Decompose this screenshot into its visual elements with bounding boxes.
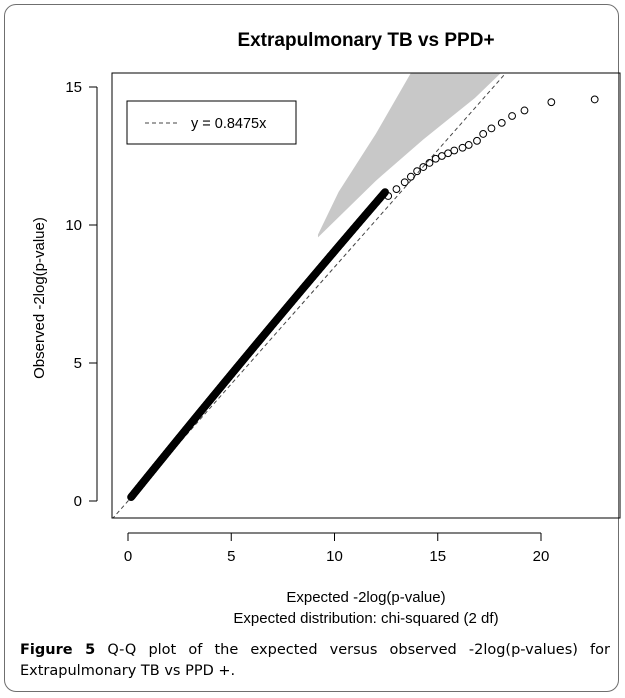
data-point bbox=[458, 143, 467, 152]
data-point bbox=[464, 141, 473, 149]
data-point bbox=[590, 95, 599, 104]
data-point bbox=[392, 185, 401, 194]
y-axis: 0 5 10 15 bbox=[65, 79, 98, 510]
confidence-band bbox=[317, 73, 501, 238]
data-point bbox=[450, 146, 459, 155]
x-tick-label: 5 bbox=[227, 548, 235, 565]
confidence-band-area bbox=[317, 73, 501, 238]
x-axis: 0 5 10 15 20 bbox=[124, 532, 550, 565]
caption-text: Q-Q plot of the expected versus observed… bbox=[20, 642, 610, 679]
y-tick-label: 0 bbox=[74, 493, 82, 510]
data-point bbox=[497, 118, 506, 127]
legend-label: y = 0.8475x bbox=[191, 116, 267, 132]
data-point bbox=[407, 172, 415, 181]
data-point bbox=[508, 112, 516, 120]
legend: y = 0.8475x bbox=[126, 100, 297, 145]
figure-frame bbox=[4, 4, 619, 692]
data-point bbox=[431, 154, 440, 163]
plot-box bbox=[111, 72, 621, 519]
qq-plot: Extrapulmonary TB vs PPD+ 0 5 10 15 20 0 5 10 1… bbox=[31, 30, 621, 627]
chart-title: Extrapulmonary TB vs PPD+ bbox=[237, 30, 494, 51]
data-point bbox=[444, 149, 452, 158]
data-point bbox=[547, 98, 556, 107]
reference-dashed-line bbox=[112, 73, 507, 518]
data-point bbox=[487, 124, 496, 133]
caption-label: Figure 5 bbox=[20, 642, 96, 658]
data-point bbox=[425, 159, 434, 167]
data-point bbox=[473, 136, 481, 145]
figure-caption: Figure 5 Q-Q plot of the expected versus… bbox=[20, 640, 610, 682]
x-axis-label: Expected -2log(p-value) bbox=[286, 589, 445, 606]
x-tick-label: 10 bbox=[326, 548, 343, 565]
data-points bbox=[127, 95, 599, 502]
y-tick-label: 10 bbox=[65, 217, 82, 234]
data-point bbox=[479, 130, 488, 138]
data-point bbox=[384, 192, 393, 200]
x-axis-sublabel: Expected distribution: chi-squared (2 df… bbox=[233, 610, 498, 627]
data-point bbox=[413, 167, 422, 176]
y-axis-label: Observed -2log(p-value) bbox=[31, 217, 48, 379]
data-point bbox=[419, 163, 428, 171]
y-tick-label: 15 bbox=[65, 79, 82, 96]
data-point bbox=[400, 178, 409, 187]
x-tick-label: 20 bbox=[533, 548, 550, 565]
data-point bbox=[520, 106, 529, 115]
reference-line bbox=[112, 73, 507, 518]
data-point bbox=[437, 152, 446, 160]
y-tick-label: 5 bbox=[74, 355, 82, 372]
x-tick-label: 0 bbox=[124, 548, 132, 565]
x-tick-label: 15 bbox=[429, 548, 446, 565]
